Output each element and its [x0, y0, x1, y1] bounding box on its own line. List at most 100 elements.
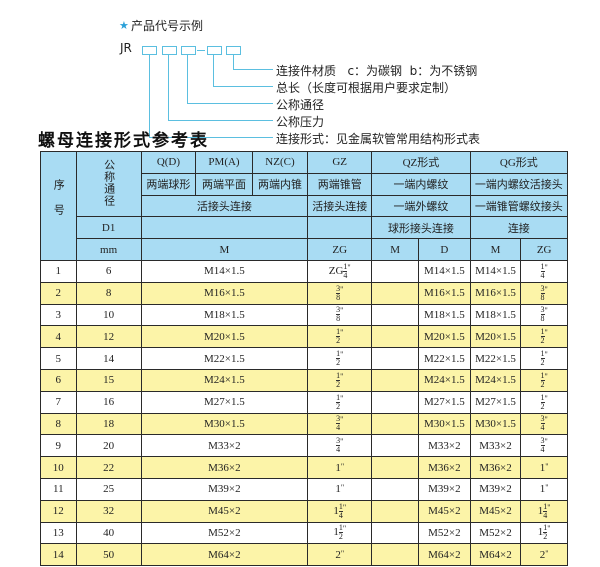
cell-zg: 1"	[307, 456, 373, 479]
code-prefix: JR	[120, 41, 132, 55]
cell-m: M27×1.5	[140, 390, 309, 414]
cell-dn: 20	[75, 434, 142, 458]
cell-no: 2	[40, 281, 77, 305]
header-pm: PM(A)	[195, 151, 253, 174]
cell-zg: 3 8 "	[307, 303, 373, 327]
cell-qg-m: M30×1.5	[469, 412, 522, 436]
table-row: 7 16 M27×1.5 1 2 " M27×1.5 M27×1.5 1 2 "	[40, 390, 568, 414]
header-qz-desc1: 一端内螺纹	[371, 172, 471, 196]
cell-qz-d: M27×1.5	[418, 390, 471, 414]
table-row: 1 6 M14×1.5 ZG 1 4 " M14×1.5 M14×1.5 1 4 "	[40, 259, 568, 283]
cell-qz-d: M64×2	[418, 543, 471, 567]
table-row: 5 14 M22×1.5 1 2 " M22×1.5 M22×1.5 1 2 "	[40, 347, 568, 370]
cell-qz-m	[371, 347, 420, 370]
code-slot	[181, 46, 196, 55]
cell-qg-zg: 1 2 "	[520, 325, 568, 349]
legend-nominal-pressure: 公称压力	[276, 115, 325, 129]
cell-qz-d: M30×1.5	[418, 412, 471, 436]
cell-no: 14	[40, 543, 77, 567]
cell-dn: 40	[75, 521, 142, 545]
header-pm-desc: 两端平面	[195, 172, 253, 196]
cell-qz-d: M45×2	[418, 499, 471, 523]
cell-qz-m	[371, 390, 420, 414]
header-qz-desc3: 球形接头连接	[371, 216, 471, 240]
cell-qz-m	[371, 281, 420, 305]
cell-qg-m: M36×2	[469, 456, 522, 479]
cell-qz-m	[371, 368, 420, 392]
header-gz-desc: 两端锥管	[307, 172, 373, 196]
header-nz-desc: 两端内锥	[251, 172, 309, 196]
cell-m: M45×2	[140, 499, 309, 523]
cell-no: 4	[40, 325, 77, 349]
header-gz: GZ	[307, 151, 373, 174]
cell-no: 10	[40, 456, 77, 479]
cell-qz-m	[371, 434, 420, 458]
header-qz-d: D	[418, 238, 471, 261]
table-title: 螺母连接形式参考表	[38, 131, 209, 151]
header-qz-m: M	[371, 238, 420, 261]
cell-qg-m: M45×2	[469, 499, 522, 523]
cell-dn: 14	[75, 347, 142, 370]
header-live-joint: 活接头连接	[140, 194, 309, 218]
header-qg-m: M	[469, 238, 522, 261]
table-row: 13 40 M52×2 1 1 2 " M52×2 M52×2 1 1 2 "	[40, 521, 568, 545]
cell-qz-m	[371, 521, 420, 545]
cell-no: 6	[40, 368, 77, 392]
legend-length: 总长（长度可根据用户要求定制）	[276, 81, 457, 95]
cell-qz-d: M16×1.5	[418, 281, 471, 305]
cell-zg: 1 1 2 "	[307, 521, 373, 545]
table-row: 6 15 M24×1.5 1 2 " M24×1.5 M24×1.5 1 2 "	[40, 368, 568, 392]
cell-m: M16×1.5	[140, 281, 309, 305]
header-dn: 公称通径	[75, 150, 142, 218]
header-mm: mm	[75, 238, 142, 261]
cell-zg: 3 4 "	[307, 434, 373, 458]
cell-dn: 6	[75, 259, 142, 283]
cell-no: 3	[40, 303, 77, 327]
cell-qz-d: M52×2	[418, 521, 471, 545]
cell-zg: 1 1 4 "	[307, 499, 373, 523]
dash	[197, 50, 205, 51]
cell-no: 12	[40, 499, 77, 523]
header-q-desc: 两端球形	[140, 172, 197, 196]
cell-no: 11	[40, 477, 77, 501]
cell-qg-zg: 3 4 "	[520, 434, 568, 458]
cell-dn: 10	[75, 303, 142, 327]
header-seq: 序号	[40, 151, 77, 261]
cell-qg-m: M14×1.5	[469, 259, 522, 283]
cell-qz-m	[371, 325, 420, 349]
cell-zg: 2"	[307, 543, 373, 567]
code-slot	[226, 46, 241, 55]
cell-qg-zg: 1"	[520, 477, 568, 501]
legend-nominal-diameter: 公称通径	[276, 98, 325, 112]
table-row: 9 20 M33×2 3 4 " M33×2 M33×2 3 4 "	[40, 434, 568, 458]
cell-qg-m: M20×1.5	[469, 325, 522, 349]
code-slot	[162, 46, 177, 55]
cell-no: 5	[40, 347, 77, 370]
cell-zg: 1 2 "	[307, 368, 373, 392]
nut-connection-table: 序号 公称通径 Q(D) PM(A) NZ(C) GZ QZ形式 QG形式 两端…	[40, 150, 569, 567]
cell-qz-d: M24×1.5	[418, 368, 471, 392]
cell-qg-m: M33×2	[469, 434, 522, 458]
cell-qz-m	[371, 303, 420, 327]
cell-m: M64×2	[140, 543, 309, 567]
code-slot	[142, 46, 157, 55]
cell-zg: 3 4 "	[307, 412, 373, 436]
legend-connection-form: 连接形式：见金属软管常用结构形式表	[276, 132, 481, 146]
cell-qg-zg: 1 2 "	[520, 368, 568, 392]
cell-qg-m: M27×1.5	[469, 390, 522, 414]
cell-m: M33×2	[140, 434, 309, 458]
header-m: M	[140, 238, 309, 261]
header-nz: NZ(C)	[251, 151, 309, 174]
header-qz: QZ形式	[371, 151, 471, 174]
